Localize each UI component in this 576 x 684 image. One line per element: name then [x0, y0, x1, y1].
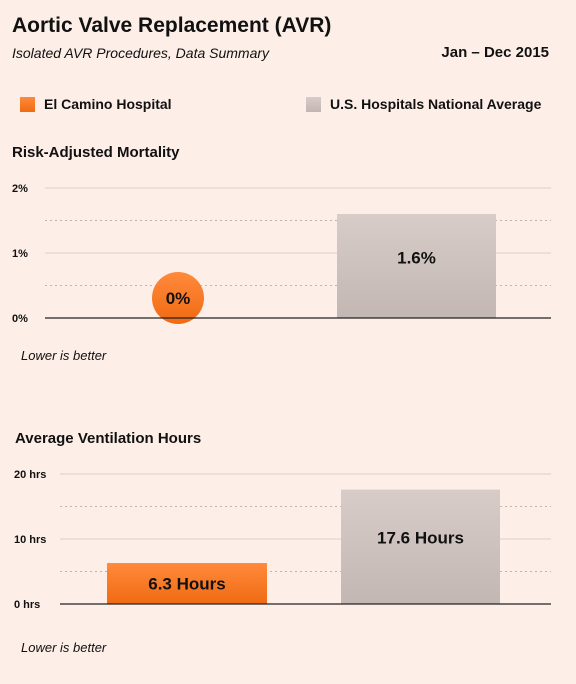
page-subtitle: Isolated AVR Procedures, Data Summary	[12, 45, 270, 61]
bar-el-camino	[107, 563, 267, 604]
bar-el-camino-zero-marker	[152, 272, 204, 324]
date-range: Jan – Dec 2015	[441, 44, 549, 61]
y-tick-label: 10 hrs	[14, 534, 46, 546]
chart-title-mortality: Risk-Adjusted Mortality	[12, 144, 180, 161]
legend-swatch-gray	[306, 96, 321, 112]
legend-swatch-orange	[20, 96, 35, 112]
legend-item-national-average: U.S. Hospitals National Average	[306, 96, 541, 112]
legend-item-el-camino: El Camino Hospital	[20, 96, 172, 112]
ventilation-chart: 0 hrs 10 hrs 20 hrs 6.3 Hours 17.6 Hours	[14, 469, 551, 611]
bar-national-average	[337, 214, 496, 318]
y-tick-label: 0 hrs	[14, 599, 40, 611]
page-title: Aortic Valve Replacement (AVR)	[12, 14, 332, 37]
y-tick-label: 20 hrs	[14, 469, 46, 481]
legend-label: El Camino Hospital	[44, 96, 172, 112]
chart-note-mortality: Lower is better	[21, 348, 107, 363]
data-label: 17.6 Hours	[377, 529, 464, 548]
chart-note-ventilation: Lower is better	[21, 640, 107, 655]
y-tick-label: 0%	[12, 313, 28, 325]
y-tick-label: 1%	[12, 248, 28, 260]
data-label: 6.3 Hours	[148, 575, 225, 594]
chart-title-ventilation: Average Ventilation Hours	[15, 430, 202, 447]
mortality-chart: 0% 1% 2% 0% 1.6%	[12, 183, 551, 325]
legend-label: U.S. Hospitals National Average	[330, 96, 542, 112]
data-label: 0%	[166, 289, 191, 308]
data-label: 1.6%	[397, 249, 436, 268]
y-tick-label: 2%	[12, 183, 28, 195]
bar-national-average	[341, 489, 500, 604]
